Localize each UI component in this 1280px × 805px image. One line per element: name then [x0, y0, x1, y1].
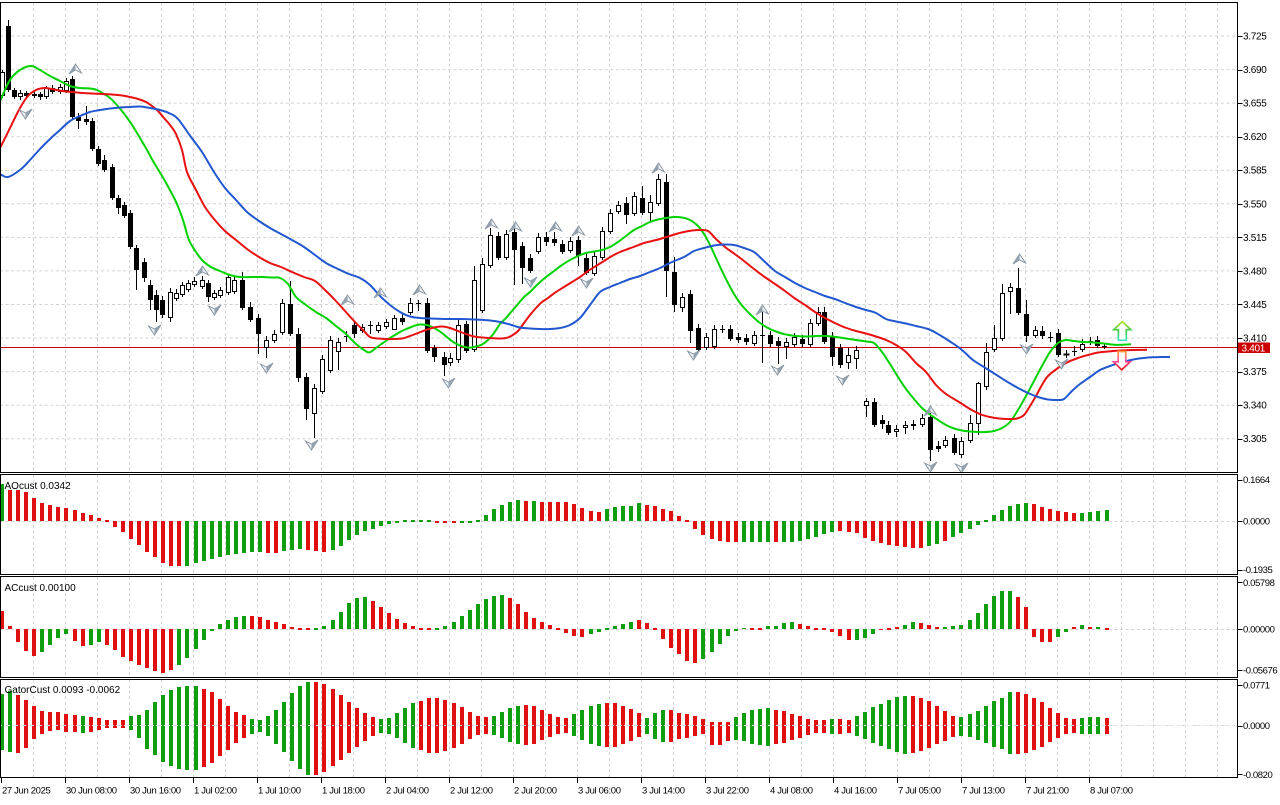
svg-text:2 Jul 12:00: 2 Jul 12:00: [450, 786, 493, 797]
svg-text:3 Jul 14:00: 3 Jul 14:00: [642, 786, 685, 797]
svg-text:-0.05676: -0.05676: [1243, 666, 1277, 677]
svg-text:3.550: 3.550: [1243, 199, 1267, 210]
svg-text:-0.1935: -0.1935: [1243, 565, 1273, 576]
svg-text:3.401: 3.401: [1242, 344, 1266, 355]
svg-text:1 Jul 02:00: 1 Jul 02:00: [194, 786, 237, 797]
svg-text:2 Jul 20:00: 2 Jul 20:00: [514, 786, 557, 797]
svg-text:27 Jun 2025: 27 Jun 2025: [2, 786, 51, 797]
svg-text:3.375: 3.375: [1243, 367, 1267, 378]
svg-text:0.0771: 0.0771: [1243, 681, 1270, 692]
svg-text:-0.0820: -0.0820: [1243, 770, 1273, 781]
svg-text:3 Jul 06:00: 3 Jul 06:00: [578, 786, 621, 797]
svg-text:3.690: 3.690: [1243, 65, 1267, 76]
svg-text:4 Jul 16:00: 4 Jul 16:00: [834, 786, 877, 797]
svg-text:3.340: 3.340: [1243, 401, 1267, 412]
svg-text:0.1664: 0.1664: [1243, 475, 1270, 486]
svg-text:3.585: 3.585: [1243, 166, 1267, 177]
svg-text:30 Jun 08:00: 30 Jun 08:00: [66, 786, 117, 797]
svg-text:1 Jul 18:00: 1 Jul 18:00: [322, 786, 365, 797]
svg-text:0.0000: 0.0000: [1243, 517, 1270, 528]
svg-text:0.05798: 0.05798: [1243, 578, 1275, 589]
svg-text:8 Jul 07:00: 8 Jul 07:00: [1090, 786, 1133, 797]
svg-text:3.410: 3.410: [1243, 334, 1267, 345]
svg-text:7 Jul 13:00: 7 Jul 13:00: [962, 786, 1005, 797]
svg-text:1 Jul 10:00: 1 Jul 10:00: [258, 786, 301, 797]
svg-text:3.305: 3.305: [1243, 434, 1267, 445]
svg-text:3 Jul 22:00: 3 Jul 22:00: [706, 786, 749, 797]
svg-text:3.445: 3.445: [1243, 300, 1267, 311]
svg-text:2 Jul 04:00: 2 Jul 04:00: [386, 786, 429, 797]
svg-text:0.00000: 0.00000: [1243, 625, 1275, 636]
svg-text:7 Jul 05:00: 7 Jul 05:00: [898, 786, 941, 797]
svg-text:ACcust 0.00100: ACcust 0.00100: [5, 583, 77, 594]
svg-text:7 Jul 21:00: 7 Jul 21:00: [1026, 786, 1069, 797]
svg-text:GatorCust 0.0093 -0.0062: GatorCust 0.0093 -0.0062: [5, 685, 121, 696]
svg-text:3.480: 3.480: [1243, 266, 1267, 277]
svg-text:3.515: 3.515: [1243, 233, 1267, 244]
svg-text:AOcust 0.0342: AOcust 0.0342: [5, 481, 72, 492]
svg-text:0.0000: 0.0000: [1243, 721, 1270, 732]
svg-text:30 Jun 16:00: 30 Jun 16:00: [130, 786, 181, 797]
svg-text:3.725: 3.725: [1243, 32, 1267, 43]
svg-text:4 Jul 08:00: 4 Jul 08:00: [770, 786, 813, 797]
svg-text:3.655: 3.655: [1243, 99, 1267, 110]
svg-text:3.620: 3.620: [1243, 132, 1267, 143]
